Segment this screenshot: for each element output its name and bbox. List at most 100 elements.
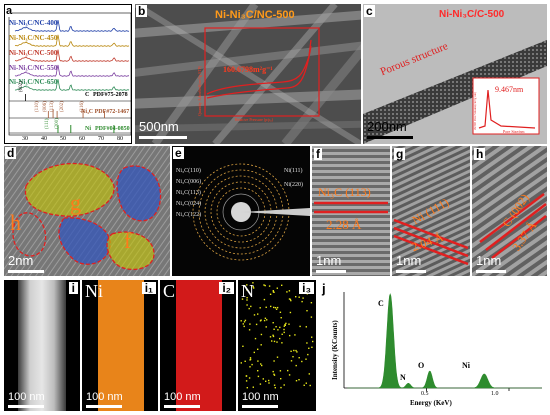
panel-b-label: b bbox=[136, 4, 148, 18]
n-dot bbox=[308, 347, 310, 349]
n-dot bbox=[263, 298, 266, 301]
n-dot bbox=[264, 284, 266, 287]
n-dot bbox=[273, 306, 275, 309]
pore-value: 9.467nm bbox=[495, 85, 524, 94]
panel-i3-scale-text: 100 nm bbox=[242, 391, 279, 403]
n-dot bbox=[292, 356, 294, 358]
n-dot bbox=[249, 358, 252, 361]
n-dot bbox=[301, 300, 303, 303]
panel-b-scale-text: 500nm bbox=[139, 119, 179, 134]
n-dot bbox=[289, 311, 292, 314]
n-dot bbox=[253, 314, 256, 316]
ni-map-fiber bbox=[98, 280, 144, 411]
n-dot bbox=[281, 284, 283, 286]
n-dot bbox=[257, 370, 259, 372]
n-dot bbox=[265, 326, 267, 328]
xrd-tick-30: 30 bbox=[22, 136, 28, 142]
panel-i-label: i bbox=[68, 282, 78, 294]
n-dot bbox=[257, 360, 259, 362]
peak-116-label: (116) bbox=[80, 101, 85, 112]
n-dot bbox=[303, 384, 305, 386]
peak-200-label: (200) bbox=[55, 118, 60, 129]
zone-label-h: h bbox=[10, 210, 21, 235]
xrd-tick-70: 70 bbox=[98, 136, 104, 142]
eds-xlabel: Energy (KeV) bbox=[410, 399, 452, 407]
n-dot bbox=[299, 325, 301, 328]
n-dot bbox=[283, 325, 285, 327]
zone-label-f: f bbox=[124, 228, 132, 253]
n-dot bbox=[276, 341, 278, 343]
panel-i1-ni-map: Ni i₁ 100 nm bbox=[82, 280, 158, 411]
sem-texture bbox=[135, 4, 361, 144]
n-dot bbox=[253, 351, 255, 354]
xrd-series-0 bbox=[14, 20, 130, 32]
panel-j-label: j bbox=[322, 281, 326, 296]
n-dot bbox=[305, 382, 307, 384]
eds-tick-05: 0.5 bbox=[421, 391, 429, 397]
n-dot bbox=[298, 379, 300, 381]
n-dot bbox=[293, 349, 295, 352]
n-dot bbox=[246, 284, 248, 286]
n-dot bbox=[281, 342, 283, 344]
n-dot bbox=[270, 305, 272, 308]
eds-tick-10: 1.0 bbox=[491, 391, 499, 397]
panel-c-title: Ni-Ni₃C/C-500 bbox=[439, 9, 505, 20]
n-dot bbox=[260, 363, 262, 365]
n-dot bbox=[280, 317, 282, 319]
n-dot bbox=[272, 322, 274, 324]
peak-202-label: (202) bbox=[60, 101, 65, 112]
peak-002-label: (002) bbox=[19, 81, 24, 92]
n-dot bbox=[283, 331, 285, 334]
n-dot bbox=[254, 337, 257, 340]
n-dot bbox=[274, 387, 276, 389]
legend-400: Ni-Ni₃C/NC-400 bbox=[9, 19, 58, 27]
n-dot bbox=[259, 307, 261, 309]
n-dot bbox=[276, 287, 278, 289]
n-dot bbox=[248, 307, 250, 310]
n-dot bbox=[273, 328, 275, 330]
xrd-tick-50: 50 bbox=[60, 136, 66, 142]
panel-i-haadf: i 100 nm bbox=[4, 280, 80, 411]
n-dot bbox=[263, 319, 266, 322]
n-dot bbox=[288, 298, 291, 300]
panel-i2-label: i₂ bbox=[219, 282, 234, 294]
legend-450: Ni-Ni₃C/NC-450 bbox=[9, 34, 58, 42]
d-spacing-f: 2.28 Å bbox=[326, 217, 362, 232]
n-dot bbox=[243, 325, 245, 328]
n-dot bbox=[296, 351, 298, 353]
n-dot bbox=[245, 380, 248, 382]
n-dot bbox=[252, 282, 254, 284]
lattice-g bbox=[392, 146, 470, 276]
n-dot bbox=[248, 329, 251, 331]
n-dot bbox=[273, 373, 275, 375]
n-dot bbox=[265, 380, 267, 382]
n-dot bbox=[264, 317, 267, 319]
ref-ni-label: Ni bbox=[85, 126, 91, 132]
n-dot bbox=[275, 308, 278, 310]
panel-i-scale-text: 100 nm bbox=[8, 391, 45, 403]
panel-i1-scale-bar bbox=[86, 405, 122, 408]
n-dot bbox=[311, 346, 313, 348]
panel-i1-label: i₁ bbox=[141, 282, 156, 294]
xrd-tick-60: 60 bbox=[79, 136, 85, 142]
legend-550: Ni-Ni₃C/NC-550 bbox=[9, 64, 58, 72]
bet-inset bbox=[204, 27, 320, 117]
n-dot bbox=[259, 383, 262, 385]
panel-h-scale-text: 1nm bbox=[476, 253, 502, 268]
n-dot bbox=[245, 375, 248, 377]
n-dot bbox=[246, 299, 248, 301]
n-dot bbox=[274, 307, 277, 309]
n-dot bbox=[288, 323, 290, 325]
n-dot bbox=[276, 306, 279, 309]
n-dot bbox=[246, 387, 248, 389]
panel-f-label: f bbox=[314, 147, 322, 161]
n-dot bbox=[295, 380, 298, 382]
ref-ni-pdf: PDF#04-0850 bbox=[95, 126, 130, 132]
n-dot bbox=[310, 316, 313, 318]
n-dot bbox=[240, 362, 242, 364]
panel-i2-scale-text: 100 nm bbox=[164, 391, 201, 403]
panel-i2-scale-bar bbox=[164, 405, 200, 408]
n-dot bbox=[249, 366, 251, 368]
n-dot bbox=[268, 285, 271, 287]
